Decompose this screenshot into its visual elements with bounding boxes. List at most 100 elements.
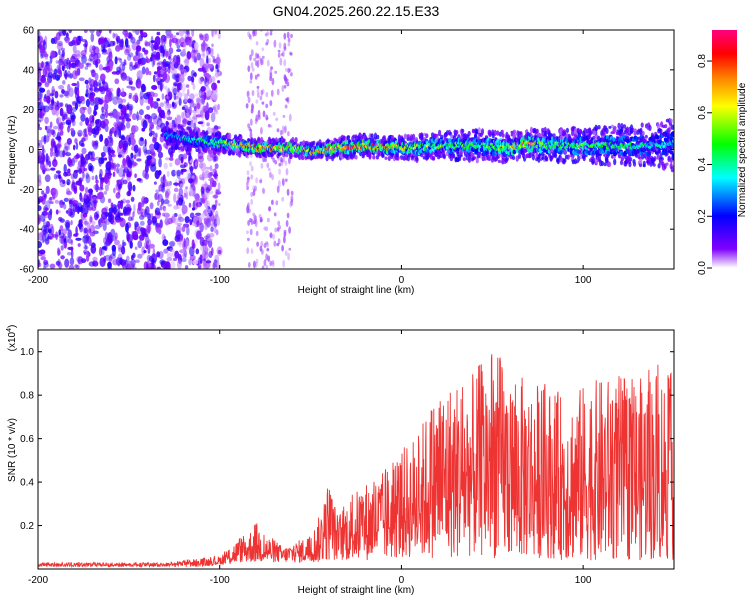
noise-speck	[40, 76, 47, 84]
noise-speck	[38, 40, 45, 51]
noise-speck	[76, 53, 81, 60]
noise-speck	[67, 125, 70, 133]
noise-speck	[94, 124, 101, 135]
noise-speck	[115, 192, 121, 199]
noise-speck	[55, 209, 59, 215]
noise-speck	[179, 37, 185, 46]
streak-speck	[288, 113, 292, 122]
streak-speck	[250, 165, 254, 172]
noise-speck	[150, 213, 154, 217]
noise-speck	[139, 214, 145, 220]
noise-speck	[43, 262, 49, 268]
noise-speck	[144, 138, 147, 147]
noise-speck	[49, 263, 56, 269]
noise-speck	[176, 205, 181, 210]
noise-speck	[70, 182, 77, 192]
noise-speck	[182, 119, 189, 124]
ridge-halo	[512, 129, 517, 134]
noise-speck	[98, 217, 103, 228]
noise-speck	[206, 55, 209, 64]
noise-speck	[195, 114, 202, 118]
noise-speck	[143, 250, 147, 254]
noise-speck	[204, 33, 209, 42]
noise-speck	[178, 97, 182, 106]
noise-speck	[152, 220, 158, 226]
noise-speck	[98, 86, 105, 92]
noise-speck	[157, 106, 162, 114]
noise-speck	[137, 253, 143, 259]
noise-speck	[193, 57, 198, 64]
noise-speck	[80, 211, 86, 221]
noise-speck	[120, 72, 127, 79]
noise-speck	[128, 92, 133, 97]
noise-speck	[62, 179, 66, 185]
noise-speck	[64, 152, 72, 157]
noise-speck	[158, 157, 162, 168]
noise-speck	[38, 73, 42, 81]
noise-speck	[136, 111, 139, 122]
noise-speck	[85, 172, 89, 179]
streak-speck	[254, 215, 257, 222]
streak-speck	[265, 226, 269, 232]
noise-speck	[168, 147, 173, 156]
noise-speck	[73, 233, 78, 237]
noise-speck	[67, 70, 71, 79]
noise-speck	[189, 166, 195, 171]
noise-speck	[81, 147, 87, 155]
streak-speck	[256, 85, 260, 89]
noise-speck	[44, 61, 51, 65]
noise-speck	[50, 129, 55, 136]
noise-speck	[217, 103, 220, 111]
streak-speck	[251, 105, 255, 109]
noise-speck	[89, 83, 94, 92]
noise-speck	[134, 225, 137, 231]
noise-speck	[187, 39, 193, 45]
noise-speck	[132, 94, 139, 102]
noise-speck	[44, 238, 50, 245]
noise-speck	[80, 50, 87, 56]
noise-speck	[152, 74, 156, 83]
noise-speck	[100, 73, 106, 82]
noise-speck	[134, 173, 137, 178]
noise-speck	[216, 216, 221, 227]
streak-speck	[266, 59, 270, 67]
noise-speck	[214, 163, 219, 170]
noise-speck	[85, 98, 91, 108]
noise-speck	[117, 260, 121, 267]
noise-speck	[57, 173, 61, 179]
noise-speck	[173, 193, 177, 203]
noise-speck	[203, 77, 210, 87]
noise-speck	[85, 193, 91, 201]
noise-speck	[94, 224, 101, 230]
noise-speck	[202, 250, 206, 259]
ridge-halo	[346, 135, 351, 139]
streak-speck	[252, 188, 256, 192]
streak-speck	[251, 90, 255, 96]
streak-speck	[285, 97, 289, 103]
ridge-halo	[511, 155, 516, 160]
noise-speck	[118, 140, 123, 150]
noise-speck	[38, 104, 43, 113]
noise-speck	[116, 66, 121, 72]
noise-speck	[74, 138, 78, 144]
noise-speck	[86, 63, 92, 68]
noise-speck	[153, 71, 158, 75]
noise-speck	[151, 85, 158, 90]
noise-speck	[42, 68, 47, 77]
noise-speck	[67, 168, 71, 174]
noise-speck	[138, 178, 144, 184]
streak-speck	[256, 73, 260, 77]
noise-speck	[212, 194, 219, 199]
noise-speck	[157, 151, 164, 159]
streak-speck	[252, 185, 256, 192]
noise-speck	[161, 185, 166, 193]
streak-speck	[290, 72, 293, 77]
noise-speck	[184, 265, 189, 269]
streak-speck	[283, 59, 287, 67]
noise-speck	[133, 144, 139, 153]
noise-speck	[192, 259, 199, 265]
noise-speck	[72, 70, 78, 80]
ridge-halo	[188, 145, 192, 150]
streak-speck	[254, 185, 257, 192]
noise-speck	[174, 217, 179, 225]
